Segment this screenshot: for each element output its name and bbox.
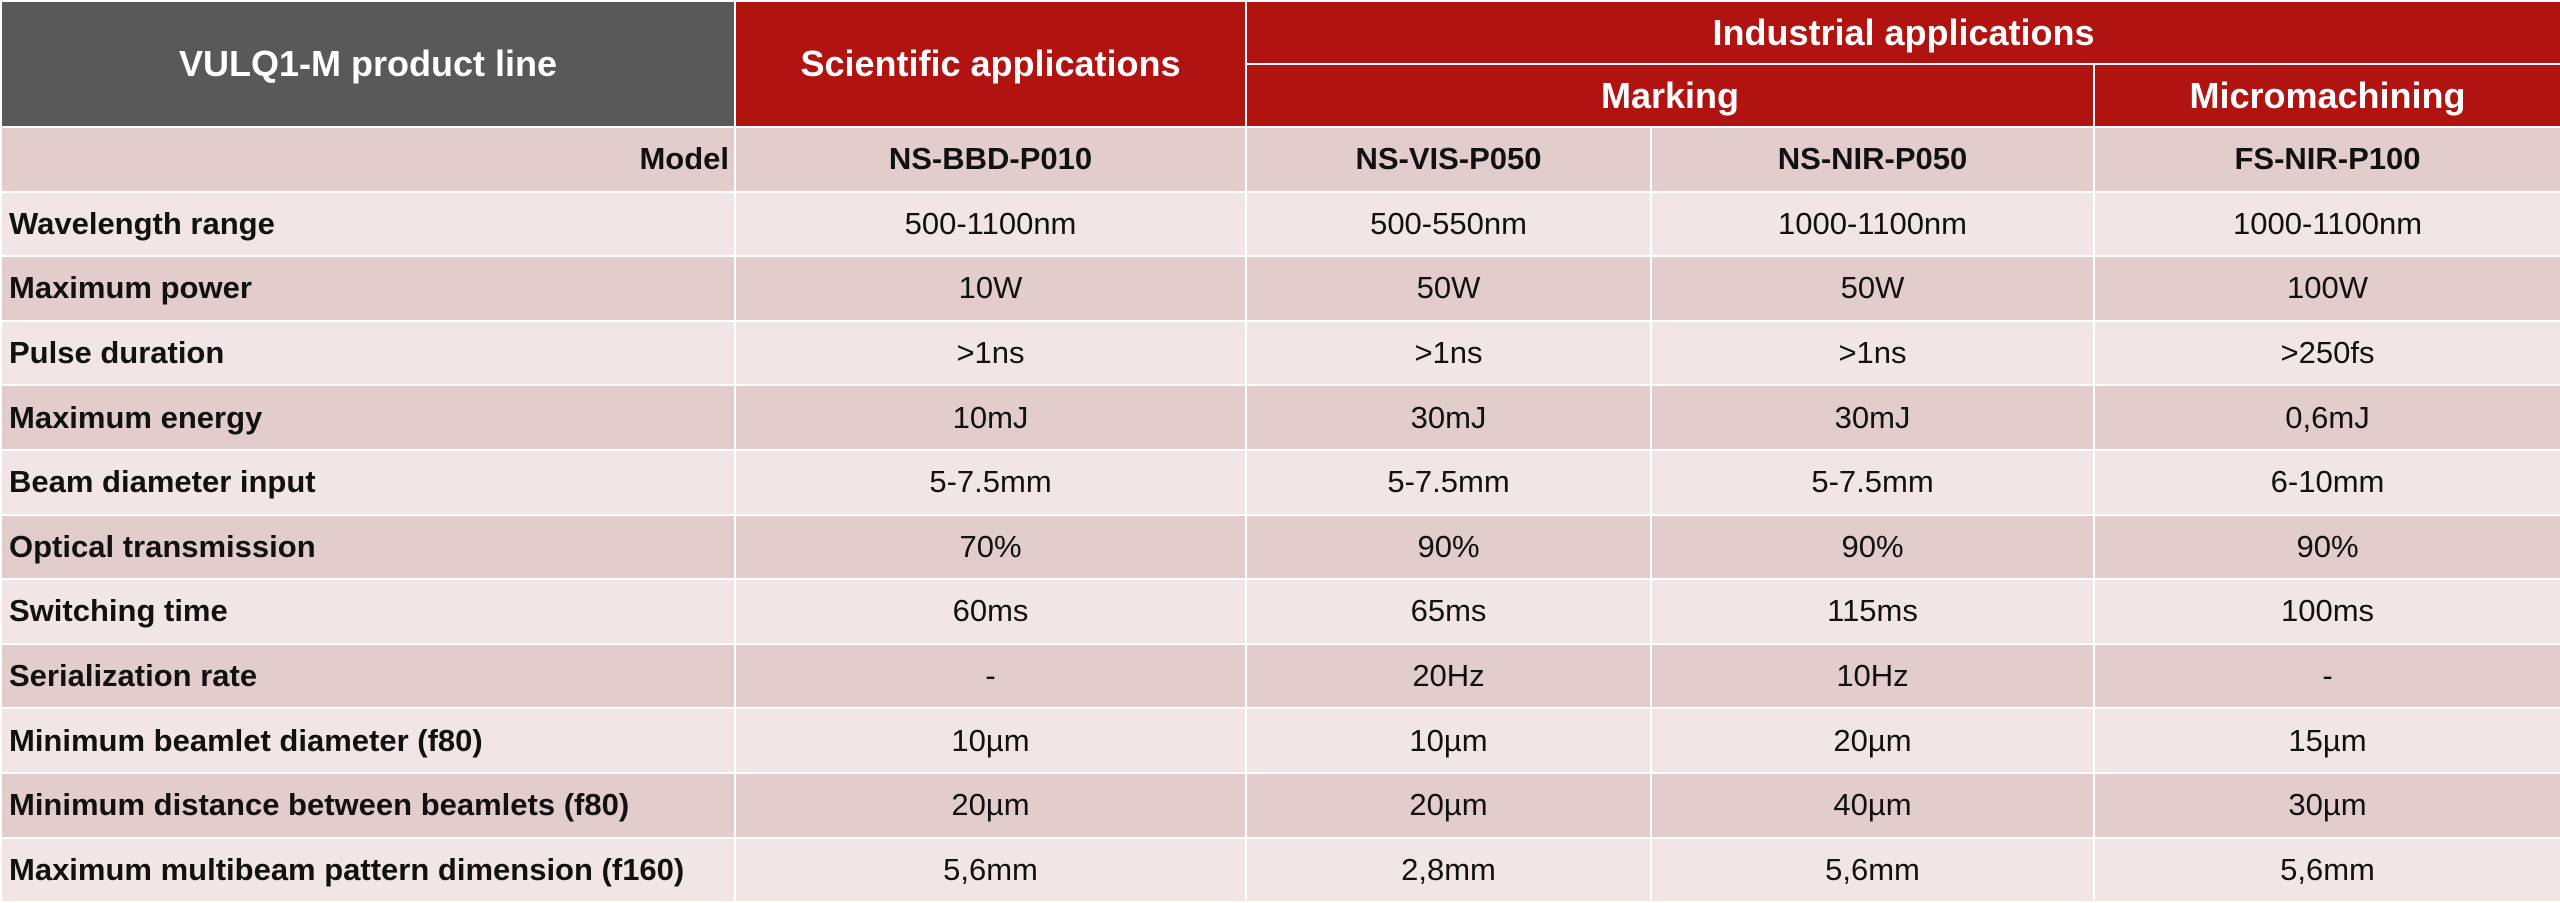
model-cell: NS-BBD-P010	[734, 126, 1247, 193]
row-label: Maximum energy	[0, 384, 736, 451]
table-row: Wavelength range 500-1100nm 500-550nm 1000-…	[0, 190, 2560, 258]
value-cell: 90%	[1245, 513, 1652, 581]
row-label: Optical transmission	[0, 513, 736, 581]
value-cell: 30µm	[2092, 771, 2560, 839]
value-cell: >1ns	[1245, 319, 1652, 387]
header-product-line: VULQ1-M product line	[0, 0, 736, 128]
value-cell: >1ns	[734, 319, 1247, 387]
header-marking: Marking	[1245, 63, 2095, 128]
value-cell: 20µm	[734, 771, 1247, 839]
value-cell: 500-1100nm	[734, 190, 1247, 258]
model-cell: FS-NIR-P100	[2092, 126, 2560, 193]
value-cell: 1000-1100nm	[2092, 190, 2560, 258]
value-cell: 20µm	[1245, 771, 1652, 839]
value-cell: 5,6mm	[734, 836, 1247, 903]
value-cell: 10mJ	[734, 384, 1247, 451]
value-cell: 100ms	[2092, 578, 2560, 645]
value-cell: >250fs	[2092, 319, 2560, 387]
value-cell: 5,6mm	[1650, 836, 2095, 903]
header-micromachining: Micromachining	[2092, 63, 2560, 128]
value-cell: 10µm	[734, 707, 1247, 774]
value-cell: 5-7.5mm	[1245, 448, 1652, 516]
value-cell: 65ms	[1245, 578, 1652, 645]
value-cell: 5-7.5mm	[1650, 448, 2095, 516]
value-cell: 10Hz	[1650, 642, 2095, 710]
table-row: Optical transmission 70% 90% 90% 90%	[0, 513, 2560, 581]
value-cell: 70%	[734, 513, 1247, 581]
value-cell: 1000-1100nm	[1650, 190, 2095, 258]
table-row: Serialization rate -20Hz 10Hz -	[0, 642, 2560, 710]
table-row: Minimum beamlet diameter (f80) 10µm 10µm 20…	[0, 707, 2560, 774]
row-label: Minimum distance between beamlets (f80)	[0, 771, 736, 839]
row-label: Model	[0, 126, 736, 193]
value-cell: 115ms	[1650, 578, 2095, 645]
table-row: Pulse duration >1ns >1ns >1ns >250fs	[0, 319, 2560, 387]
value-cell: 10W	[734, 255, 1247, 322]
value-cell: 50W	[1650, 255, 2095, 322]
value-cell: 5-7.5mm	[734, 448, 1247, 516]
value-cell: 2,8mm	[1245, 836, 1652, 903]
row-label: Serialization rate	[0, 642, 736, 710]
table-row: Minimum distance between beamlets (f80) 2…	[0, 771, 2560, 839]
value-cell: >1ns	[1650, 319, 2095, 387]
row-label: Beam diameter input	[0, 448, 736, 516]
value-cell: -	[734, 642, 1247, 710]
table-row: Maximum multibeam pattern dimension (f16…	[0, 836, 2560, 903]
value-cell: 40µm	[1650, 771, 2095, 839]
value-cell: 20Hz	[1245, 642, 1652, 710]
value-cell: 50W	[1245, 255, 1652, 322]
value-cell: -	[2092, 642, 2560, 710]
row-label: Switching time	[0, 578, 736, 645]
value-cell: 6-10mm	[2092, 448, 2560, 516]
value-cell: 60ms	[734, 578, 1247, 645]
value-cell: 30mJ	[1650, 384, 2095, 451]
row-label: Maximum power	[0, 255, 736, 322]
model-cell: NS-VIS-P050	[1245, 126, 1652, 193]
value-cell: 20µm	[1650, 707, 2095, 774]
table-row: Maximum power 10W 50W 50W 100W	[0, 255, 2560, 322]
table-row: Switching time 60ms 65ms 115ms 100ms	[0, 578, 2560, 645]
value-cell: 10µm	[1245, 707, 1652, 774]
table-row: Beam diameter input 5-7.5mm 5-7.5mm 5-7.5mm…	[0, 448, 2560, 516]
row-label: Pulse duration	[0, 319, 736, 387]
table-row-model: Model NS-BBD-P010 NS-VIS-P050 NS-NIR-P05…	[0, 126, 2560, 193]
row-label: Minimum beamlet diameter (f80)	[0, 707, 736, 774]
value-cell: 30mJ	[1245, 384, 1652, 451]
value-cell: 15µm	[2092, 707, 2560, 774]
value-cell: 90%	[2092, 513, 2560, 581]
value-cell: 100W	[2092, 255, 2560, 322]
table-row: Maximum energy 10mJ 30mJ 30mJ 0,6mJ	[0, 384, 2560, 451]
value-cell: 0,6mJ	[2092, 384, 2560, 451]
value-cell: 500-550nm	[1245, 190, 1652, 258]
row-label: Wavelength range	[0, 190, 736, 258]
value-cell: 90%	[1650, 513, 2095, 581]
model-cell: NS-NIR-P050	[1650, 126, 2095, 193]
row-label: Maximum multibeam pattern dimension (f16…	[0, 836, 736, 903]
header-industrial-applications: Industrial applications	[1244, 0, 2560, 65]
header-scientific-applications: Scientific applications	[734, 0, 1247, 128]
value-cell: 5,6mm	[2092, 836, 2560, 903]
